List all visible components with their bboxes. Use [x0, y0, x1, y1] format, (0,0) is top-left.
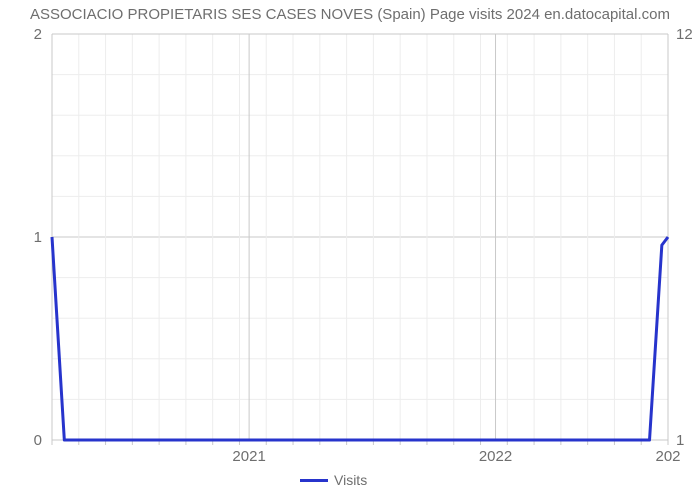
y-tick-left: 1: [0, 229, 42, 246]
x-tick: 2021: [219, 448, 279, 465]
y-tick-right: 1: [676, 432, 684, 449]
legend-label: Visits: [334, 472, 367, 488]
x-tick: 2022: [466, 448, 526, 465]
y-tick-left: 2: [0, 26, 42, 43]
legend-swatch: [300, 479, 328, 482]
legend: Visits: [300, 472, 367, 488]
x-tick: 202: [638, 448, 698, 465]
chart-container: ASSOCIACIO PROPIETARIS SES CASES NOVES (…: [0, 0, 700, 500]
y-tick-right: 12: [676, 26, 693, 43]
y-tick-left: 0: [0, 432, 42, 449]
chart-svg: [0, 0, 700, 500]
